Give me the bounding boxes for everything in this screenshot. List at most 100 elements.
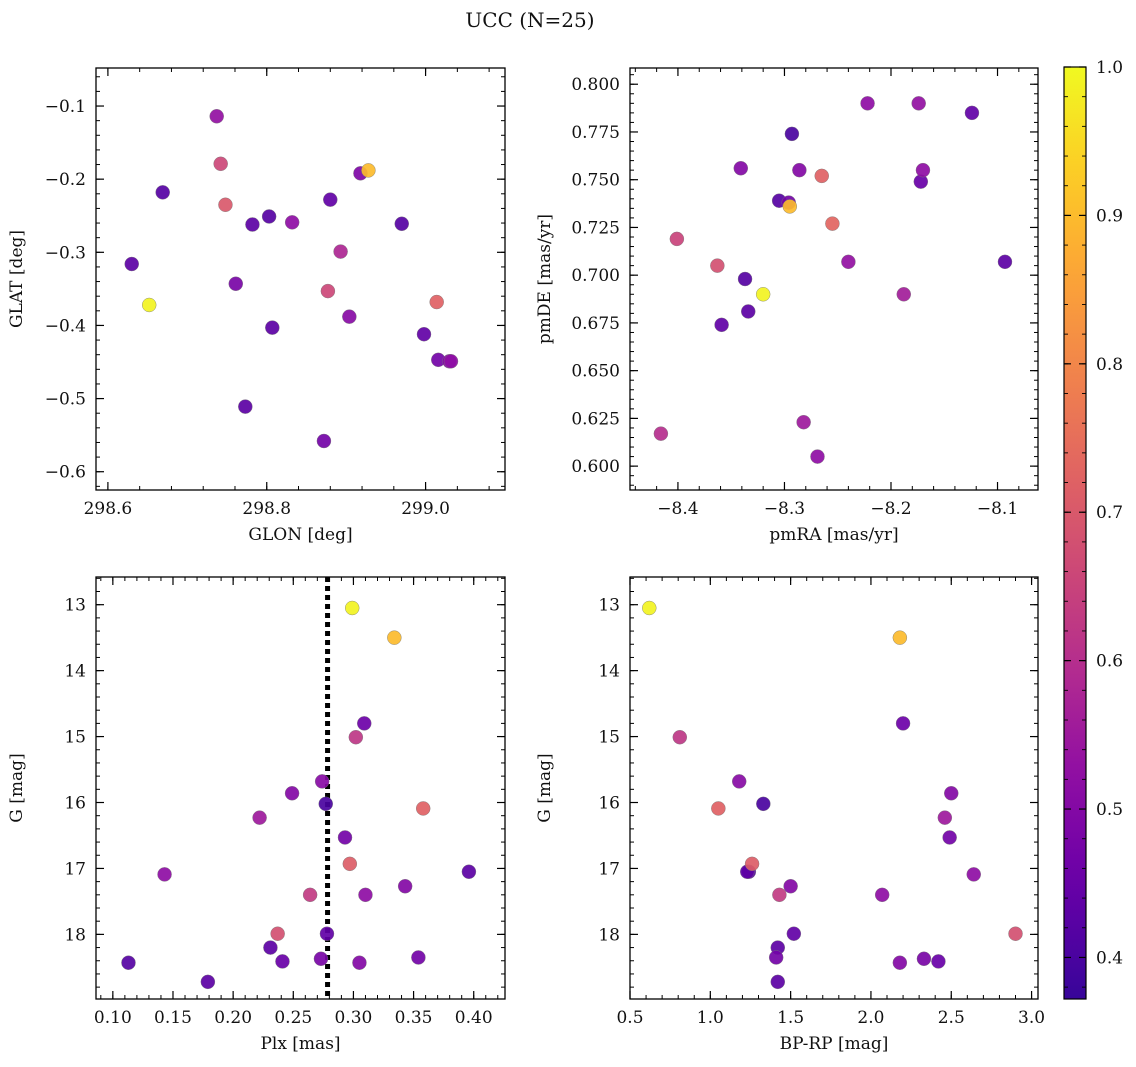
- y-tick-label: 17: [64, 859, 86, 879]
- colorbar-tick-label: 0.8: [1096, 355, 1123, 375]
- x-axis-label: pmRA [mas/yr]: [769, 525, 898, 545]
- scatter-point: [841, 254, 856, 270]
- scatter-point: [772, 887, 787, 903]
- scatter-point: [944, 786, 959, 801]
- scatter-point: [710, 258, 725, 273]
- x-tick-label: 3.0: [1018, 1008, 1045, 1028]
- ticks: 298.6 298.8 299.0 −0.6 −0.5 −0.4 −0.3 −0.2 −0.1: [45, 68, 505, 519]
- scatter-point: [786, 926, 802, 941]
- scatter-point: [916, 951, 932, 966]
- scatter-point: [200, 974, 216, 990]
- scatter-point: [284, 786, 300, 801]
- scatter-point: [314, 774, 330, 789]
- plot-frame: [95, 576, 506, 1000]
- scatter-point: [416, 327, 432, 342]
- y-tick-label: 0.625: [571, 409, 620, 429]
- colorbar-tick-label: 0.6: [1096, 652, 1123, 672]
- scatter-point: [653, 426, 669, 441]
- scatter-point: [1008, 926, 1023, 941]
- scatter-point: [911, 96, 926, 111]
- plot-frame: [629, 576, 1039, 1000]
- x-tick-label: 298.6: [84, 499, 133, 519]
- scatter-point: [352, 955, 367, 970]
- y-tick-label: −0.4: [45, 316, 86, 336]
- scatter-point: [642, 600, 657, 616]
- y-tick-label: 0.775: [571, 123, 620, 143]
- y-tick-label: 18: [64, 925, 86, 945]
- scatter-point: [394, 216, 409, 231]
- x-tick-label: 0.40: [455, 1008, 493, 1028]
- ticks: −8.4 −8.3 −8.2 −8.1 0.600 0.625 0.650 0.675 0.70…: [571, 68, 1038, 519]
- scatter-point: [892, 955, 908, 970]
- y-tick-label: 17: [598, 859, 620, 879]
- scatter-point: [157, 867, 172, 882]
- scatter-point: [714, 317, 729, 333]
- y-tick-label: 0.600: [571, 457, 620, 477]
- scatter-point: [443, 354, 459, 369]
- y-tick-label: 16: [64, 794, 86, 814]
- y-tick-label: 14: [598, 662, 620, 682]
- scatter-point: [997, 254, 1013, 270]
- scatter-point: [755, 287, 771, 302]
- scatter-point: [270, 926, 285, 941]
- scatter-point: [358, 887, 373, 903]
- scatter-point: [337, 830, 353, 845]
- scatter-point: [245, 217, 260, 232]
- x-tick-label: 0.30: [334, 1008, 372, 1028]
- scatter-point: [319, 926, 335, 941]
- y-tick-label: 13: [64, 596, 86, 616]
- y-tick-label: −0.5: [45, 390, 86, 410]
- panel-bottom-right: 0.5 1.0 1.5 2.0 2.5 3.0 13 14 15 16 17 18 BP-RP [mag…: [535, 576, 1045, 1054]
- scatter-point: [931, 954, 946, 969]
- ticks: 0.10 0.15 0.20 0.25 0.30 0.35 0.40 13 14 15 16 17 18: [64, 577, 505, 1028]
- x-tick-label: 2.5: [938, 1008, 965, 1028]
- scatter-point: [784, 126, 800, 142]
- scatter-point: [733, 161, 748, 176]
- scatter-point: [756, 796, 771, 812]
- x-tick-label: −8.2: [870, 499, 911, 519]
- colorbar-tick-label: 0.4: [1096, 948, 1123, 968]
- ticks: 0.5 1.0 1.5 2.0 2.5 3.0 13 14 15 16 17 18: [598, 577, 1045, 1028]
- scatter-point: [874, 887, 890, 903]
- scatter-point: [348, 730, 364, 745]
- scatter-point: [316, 433, 332, 449]
- x-tick-label: −8.1: [977, 499, 1018, 519]
- scatter-points: [642, 600, 1023, 990]
- x-tick-label: 0.35: [395, 1008, 433, 1028]
- scatter-point: [915, 162, 931, 178]
- y-tick-label: 14: [64, 662, 86, 682]
- scatter-point: [361, 163, 376, 178]
- scatter-point: [416, 801, 431, 816]
- scatter-point: [342, 309, 357, 324]
- y-axis-label: GLAT [deg]: [7, 230, 27, 328]
- scatter-point: [320, 283, 336, 299]
- scatter-point: [387, 630, 402, 645]
- x-tick-label: 0.5: [616, 1008, 643, 1028]
- colorbar-gradient: [1063, 66, 1087, 1000]
- scatter-point: [411, 950, 426, 965]
- y-tick-label: −0.1: [45, 97, 86, 117]
- y-tick-label: 0.650: [571, 362, 620, 382]
- scatter-points: [653, 96, 1013, 464]
- scatter-point: [732, 774, 747, 789]
- y-tick-label: 13: [598, 596, 620, 616]
- scatter-point: [737, 271, 753, 287]
- y-tick-label: 16: [598, 794, 620, 814]
- scatter-point: [265, 320, 280, 335]
- scatter-point: [895, 716, 911, 731]
- x-tick-label: −8.4: [657, 499, 698, 519]
- x-tick-label: 299.0: [401, 499, 450, 519]
- scatter-point: [345, 600, 360, 616]
- x-tick-label: 0.10: [94, 1008, 132, 1028]
- scatter-point: [964, 105, 980, 121]
- x-tick-label: −8.3: [764, 499, 805, 519]
- scatter-point: [155, 185, 170, 200]
- scatter-point: [782, 199, 797, 214]
- scatter-point: [741, 304, 756, 319]
- scatter-point: [796, 415, 811, 430]
- scatter-point: [810, 449, 825, 464]
- y-tick-label: −0.2: [45, 170, 86, 190]
- scatter-point: [261, 209, 277, 224]
- scatter-point: [711, 801, 726, 816]
- scatter-point: [333, 244, 348, 259]
